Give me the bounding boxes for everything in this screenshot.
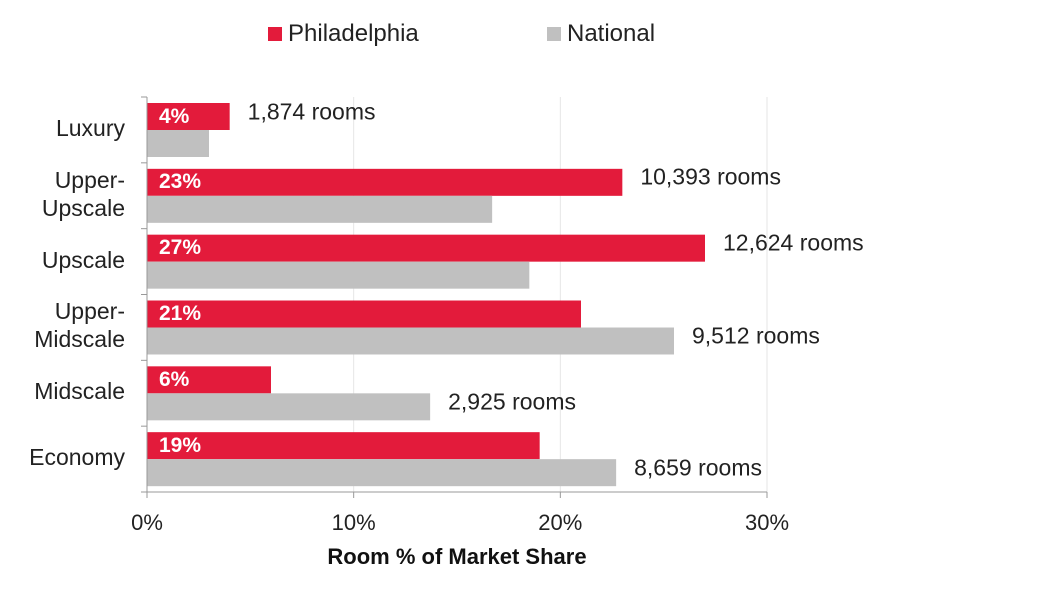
bar-national-2 xyxy=(147,261,530,289)
bar-national-0 xyxy=(147,130,209,157)
bar-philadelphia-3 xyxy=(147,300,581,328)
data-label-philadelphia-3: 21% xyxy=(159,302,202,325)
bar-national-1 xyxy=(147,195,493,223)
legend-item-philadelphia: Philadelphia xyxy=(268,20,419,48)
x-tick-label-10: 10% xyxy=(331,510,376,535)
legend-label-national: National xyxy=(567,20,656,47)
bar-philadelphia-2 xyxy=(147,234,705,262)
bar-national-3 xyxy=(147,327,674,355)
rooms-label-1: 10,393 rooms xyxy=(640,163,781,190)
bar-philadelphia-1 xyxy=(147,168,623,196)
legend-label-philadelphia: Philadelphia xyxy=(288,20,419,47)
rooms-label-4: 2,925 rooms xyxy=(448,388,576,415)
data-label-philadelphia-4: 6% xyxy=(159,367,190,391)
x-tick-label-0: 0% xyxy=(131,510,163,535)
data-label-philadelphia-2: 27% xyxy=(159,236,202,260)
x-axis-title: Room % of Market Share xyxy=(327,544,587,569)
rooms-label-5: 8,659 rooms xyxy=(634,454,762,481)
legend-item-national: National xyxy=(547,20,655,48)
rooms-label-0: 1,874 rooms xyxy=(247,98,376,124)
x-tick-label-20: 20% xyxy=(538,510,583,535)
legend: Philadelphia National xyxy=(0,20,1063,52)
legend-swatch-national xyxy=(547,27,561,41)
data-label-philadelphia-5: 19% xyxy=(159,433,202,457)
bar-national-5 xyxy=(147,459,617,487)
bar-national-4 xyxy=(147,393,431,421)
x-tick-label-30: 30% xyxy=(744,510,790,535)
bar-philadelphia-5 xyxy=(147,432,540,460)
category-label-1: Upper- Upscale xyxy=(41,166,125,221)
category-label-5: Economy xyxy=(29,444,125,471)
category-label-0: Luxury xyxy=(55,114,125,141)
bar-philadelphia-0 xyxy=(147,103,230,130)
legend-swatch-philadelphia xyxy=(268,27,282,41)
data-label-philadelphia-1: 23% xyxy=(159,170,202,194)
category-label-4: Midscale xyxy=(34,378,125,405)
bar-philadelphia-4 xyxy=(147,366,271,394)
category-label-2: Upscale xyxy=(41,246,125,273)
rooms-label-3: 9,512 rooms xyxy=(692,322,820,349)
rooms-label-2: 12,624 rooms xyxy=(723,229,864,256)
data-label-philadelphia-0: 4% xyxy=(159,104,190,128)
category-label-3: Upper- Midscale xyxy=(34,298,125,353)
